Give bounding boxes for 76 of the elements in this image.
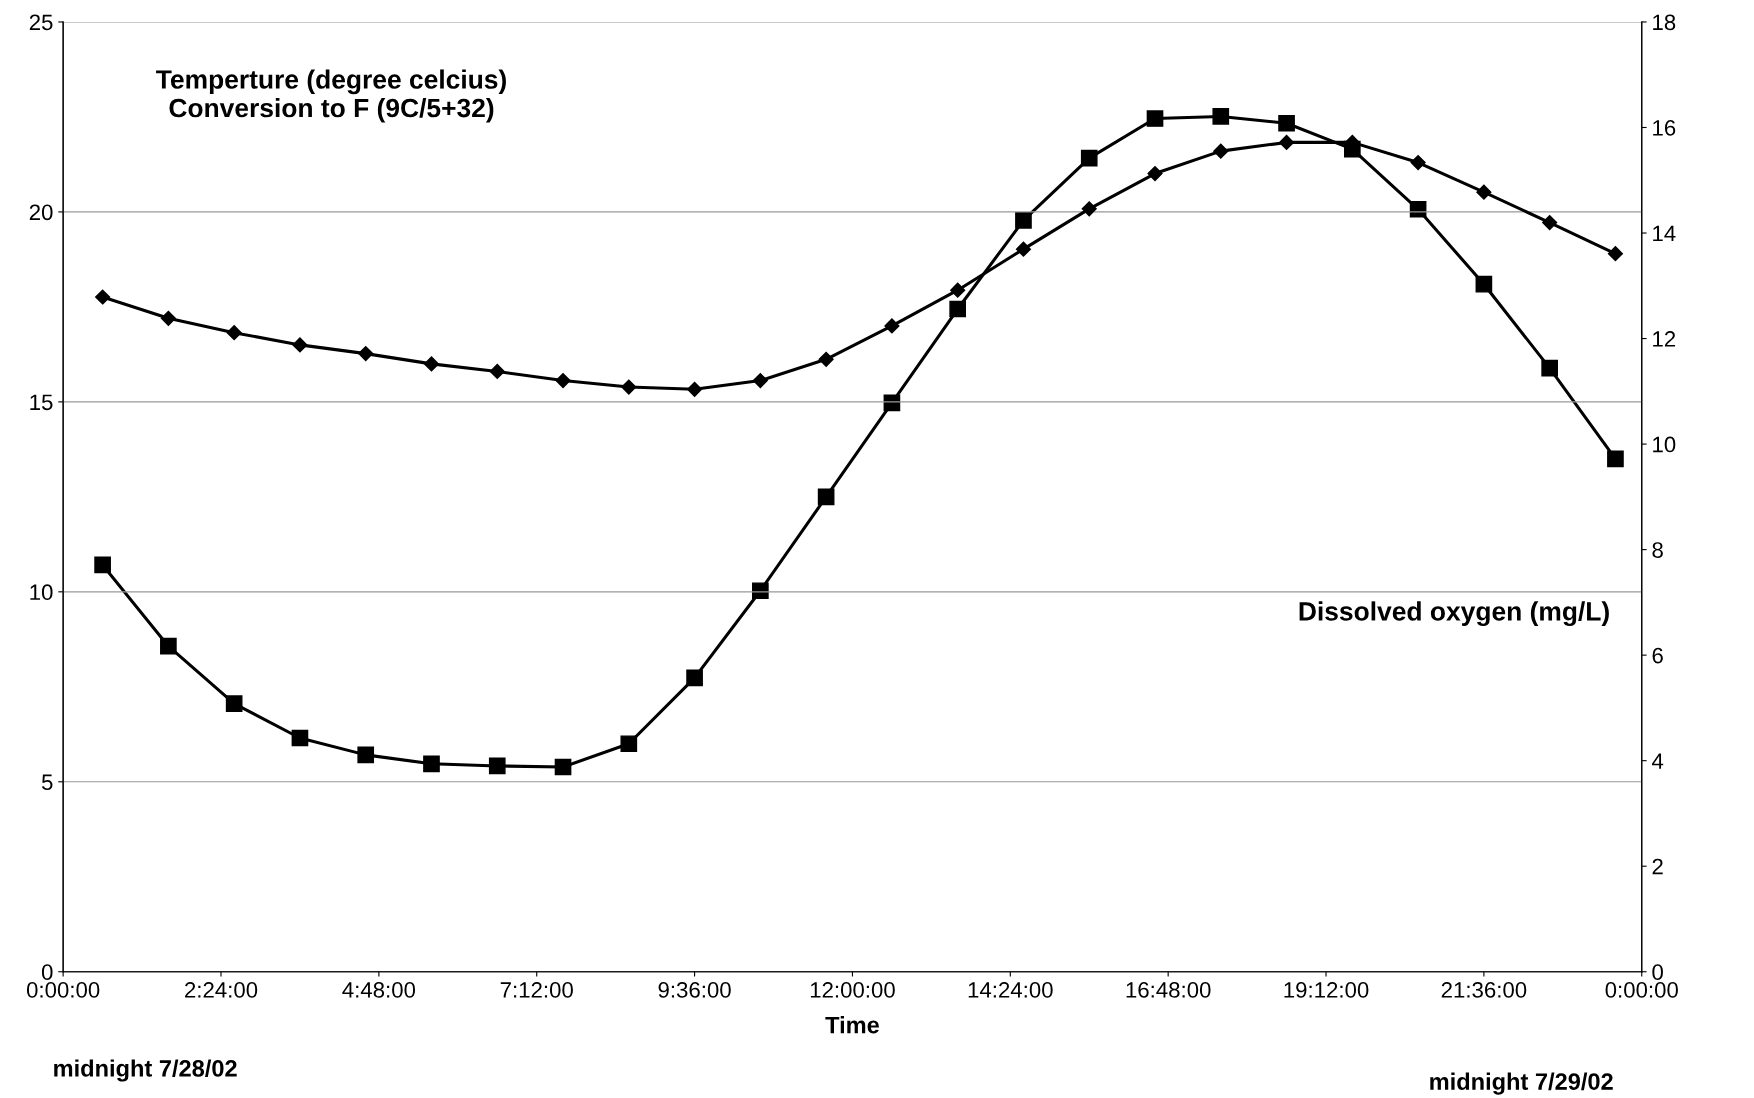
point <box>1607 450 1624 468</box>
point <box>1213 143 1229 159</box>
x-tick-label: 12:00:00 <box>810 982 895 998</box>
point <box>357 746 375 764</box>
point <box>1015 241 1032 257</box>
y-tick-label: 5 <box>41 774 53 791</box>
point <box>1212 108 1230 125</box>
point <box>686 669 703 687</box>
point <box>752 373 768 389</box>
text: midnight 7/29/02 <box>1430 1072 1613 1095</box>
point <box>1475 275 1493 293</box>
y-tick-label: 10 <box>30 584 53 601</box>
y-tick-label: 15 <box>30 394 53 411</box>
point <box>292 337 308 353</box>
point <box>225 695 243 713</box>
point <box>358 346 374 362</box>
point <box>1542 214 1558 231</box>
point <box>291 729 309 747</box>
point <box>1278 114 1295 132</box>
x-tick-label: 14:24:00 <box>968 982 1053 998</box>
x-tick-label: 4:48:00 <box>342 982 416 998</box>
x-tick-label: 9:36:00 <box>658 982 731 998</box>
y2-tick-label: 16 <box>1653 120 1676 136</box>
point <box>621 379 637 395</box>
annotation: Temperture (degree celcius) Conversion to F (9C/5+32) <box>156 69 506 123</box>
y-tick-label: 20 <box>29 204 53 221</box>
point <box>160 637 177 655</box>
point <box>423 755 440 773</box>
point <box>94 556 111 574</box>
x-tick-label: 0:00:00 <box>26 982 100 998</box>
y-tick-label: 25 <box>29 14 53 31</box>
x-tick-label: 21:36:00 <box>1441 982 1527 998</box>
point <box>1607 246 1624 262</box>
x-tick-label: 16:48:00 <box>1126 982 1211 998</box>
point <box>1410 154 1426 171</box>
point <box>1541 359 1558 377</box>
point <box>752 582 769 600</box>
point <box>488 757 506 775</box>
y2-tick-label: 18 <box>1653 14 1676 31</box>
point <box>489 363 505 380</box>
point <box>818 351 834 367</box>
point <box>687 381 703 397</box>
point <box>555 373 571 389</box>
x-tick-label: 19:12:00 <box>1284 982 1369 998</box>
point <box>1476 184 1492 200</box>
point <box>1081 201 1097 217</box>
x-tick-label: 0:00:00 <box>1605 982 1678 998</box>
x-axis-title: Time <box>825 1016 879 1034</box>
y2-tick-label: 12 <box>1653 331 1676 347</box>
x-tick-label: 7:12:00 <box>500 982 573 998</box>
y2-tick-label: 8 <box>1652 542 1663 558</box>
y-tick-label: 0 <box>41 964 53 980</box>
annotation: Dissolved oxygen (mg/L) <box>1299 601 1609 627</box>
point <box>423 356 440 372</box>
point <box>1015 212 1032 229</box>
y2-tick-label: 4 <box>1651 753 1664 769</box>
point <box>160 310 176 326</box>
point <box>1080 149 1098 167</box>
point <box>950 282 966 298</box>
y2-tick-label: 6 <box>1652 647 1663 664</box>
y2-tick-label: 2 <box>1652 858 1663 875</box>
point <box>1146 110 1164 127</box>
y2-tick-label: 10 <box>1653 436 1676 453</box>
point <box>1278 134 1295 150</box>
y2-tick-label: 0 <box>1652 964 1663 980</box>
text: midnight 7/28/02 <box>54 1059 237 1082</box>
point <box>226 325 242 341</box>
y2-tick-label: 14 <box>1653 225 1676 242</box>
point <box>620 735 638 753</box>
point <box>949 300 967 318</box>
point <box>554 758 572 776</box>
point <box>1147 165 1163 182</box>
x-tick-label: 2:24:00 <box>185 982 258 998</box>
point <box>884 318 900 334</box>
point <box>95 289 111 305</box>
point <box>817 488 835 506</box>
